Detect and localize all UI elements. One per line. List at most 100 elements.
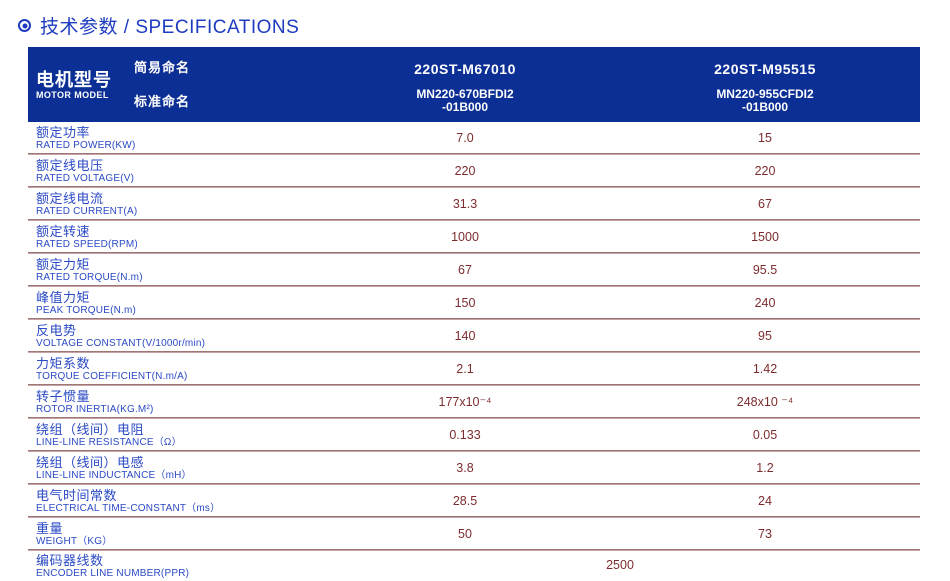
row-label-cn: 额定功率 [36,125,91,140]
row-value-col1: 177x10⁻⁴ [438,395,492,409]
motor-model-label-en: MOTOR MODEL [36,89,109,100]
row-label: 额定线电流 RATED CURRENT(A) [28,188,320,221]
row-value-span: 2500 [606,558,634,572]
row-label-cn: 编码器线数 [36,552,104,568]
table-row: 额定线电压 RATED VOLTAGE(V) 220 220 [28,155,920,188]
row-label: 电气时间常数 ELECTRICAL TIME-CONSTANT（ms） [28,485,320,518]
row-value-col1: 31.3 [452,196,478,211]
table-row: 重量 WEIGHT（KG） 50 73 [28,518,920,551]
row-label-cn: 力矩系数 [36,356,91,371]
row-label-en: VOLTAGE CONSTANT(V/1000r/min) [36,338,206,349]
row-value-col2: 0.05 [752,427,778,442]
table-row: 绕组（线间）电阻 LINE-LINE RESISTANCE（Ω） 0.133 0… [28,419,920,452]
row-label-cn: 绕组（线间）电阻 [36,422,145,437]
circle-dot-icon [18,19,31,32]
table-row: 反电势 VOLTAGE CONSTANT(V/1000r/min) 140 95 [28,320,920,353]
table-row: 力矩系数 TORQUE COEFFICIENT(N.m/A) 2.1 1.42 [28,353,920,386]
row-label: 绕组（线间）电阻 LINE-LINE RESISTANCE（Ω） [28,419,320,452]
row-label: 力矩系数 TORQUE COEFFICIENT(N.m/A) [28,353,320,386]
specifications-table: 电机型号 MOTOR MODEL 简易命名 标准命名 220ST-M67010 … [28,47,920,581]
motor-model-label: 电机型号 MOTOR MODEL [28,47,116,122]
page-title: 技术参数 / SPECIFICATIONS [18,12,299,39]
standard-name-label: 标准命名 [134,94,191,109]
simple-name-label: 简易命名 [134,60,191,75]
row-value-col2: 95.5 [752,262,778,277]
row-label: 反电势 VOLTAGE CONSTANT(V/1000r/min) [28,320,320,353]
row-value-col1: 150 [454,295,476,310]
row-value-col1: 7.0 [456,130,474,145]
row-value-col1: 2.1 [456,361,474,376]
row-label-en: RATED VOLTAGE(V) [36,173,135,184]
row-label: 绕组（线间）电感 LINE-LINE INDUCTANCE（mH） [28,452,320,485]
row-label: 额定功率 RATED POWER(KW) [28,122,320,155]
row-value-col1: 140 [454,328,476,343]
row-label-en: WEIGHT（KG） [36,536,113,547]
column1-simple-name: 220ST-M67010 [414,60,516,77]
row-label-cn: 峰值力矩 [36,290,91,305]
row-value-col1: 67 [458,262,472,277]
row-value-col2: 1.42 [752,361,778,376]
column1-standard-name: MN220-670BFDI2 -01B000 [320,84,610,122]
table-body: 额定功率 RATED POWER(KW) 7.0 15 额定线电压 RATED … [28,122,920,581]
table-row: 转子惯量 ROTOR INERTIA(KG.M²) 177x10⁻⁴ 248x1… [28,386,920,419]
naming-labels: 简易命名 标准命名 [116,47,320,122]
row-label-cn: 额定转速 [36,224,91,239]
column2-simple-name: 220ST-M95515 [714,60,816,77]
row-label-en: ENCODER LINE NUMBER(PPR) [36,567,190,579]
row-value-col1: 1000 [451,229,479,244]
row-value-col1: 0.133 [449,427,481,442]
row-value-col1: 50 [458,526,472,541]
row-label: 峰值力矩 PEAK TORQUE(N.m) [28,287,320,320]
table-row: 额定力矩 RATED TORQUE(N.m) 67 95.5 [28,254,920,287]
row-value-col2: 95 [758,328,772,343]
column2-standard-name-line2: -01B000 [741,100,789,114]
row-label-en: RATED CURRENT(A) [36,206,138,217]
row-label-en: RATED SPEED(RPM) [36,239,138,250]
row-value-col2: 24 [758,493,772,508]
row-label-cn: 重量 [36,521,64,536]
row-label-cn: 反电势 [36,323,77,338]
page-title-text: 技术参数 / SPECIFICATIONS [40,17,300,38]
column2-standard-name: MN220-955CFDI2 -01B000 [610,84,920,122]
row-label-cn: 绕组（线间）电感 [36,455,145,470]
row-label-en: LINE-LINE INDUCTANCE（mH） [36,470,192,481]
row-value-col2: 240 [754,295,776,310]
row-value-col1: 3.8 [456,460,474,475]
table-row: 峰值力矩 PEAK TORQUE(N.m) 150 240 [28,287,920,320]
row-label-cn: 额定线电流 [36,191,104,206]
row-label-cn: 额定线电压 [36,158,104,173]
row-label: 额定力矩 RATED TORQUE(N.m) [28,254,320,287]
row-label: 重量 WEIGHT（KG） [28,518,320,551]
motor-model-label-cn: 电机型号 [36,69,112,90]
table-row: 额定转速 RATED SPEED(RPM) 1000 1500 [28,221,920,254]
row-value-col2: 67 [758,196,772,211]
row-label: 额定线电压 RATED VOLTAGE(V) [28,155,320,188]
motor-model-header-cell: 电机型号 MOTOR MODEL 简易命名 标准命名 [28,47,320,122]
table-row: 额定功率 RATED POWER(KW) 7.0 15 [28,122,920,155]
column2-standard-name-line1: MN220-955CFDI2 [716,87,814,101]
row-value-col1: 220 [454,163,476,178]
row-value-col2: 248x10 ⁻⁴ [736,395,794,409]
row-label: 额定转速 RATED SPEED(RPM) [28,221,320,254]
row-label: 转子惯量 ROTOR INERTIA(KG.M²) [28,386,320,419]
row-value-col2: 1.2 [756,460,774,475]
table-row: 额定线电流 RATED CURRENT(A) 31.3 67 [28,188,920,221]
row-value-col2: 15 [758,130,772,145]
row-label-en: ELECTRICAL TIME-CONSTANT（ms） [36,503,221,514]
row-label-cn: 转子惯量 [36,389,91,404]
row-value-col2: 1500 [751,229,779,244]
row-label-en: PEAK TORQUE(N.m) [36,305,137,316]
table-row: 绕组（线间）电感 LINE-LINE INDUCTANCE（mH） 3.8 1.… [28,452,920,485]
column1-standard-name-line2: -01B000 [441,100,489,114]
row-label-en: RATED TORQUE(N.m) [36,272,143,283]
row-value-col1: 28.5 [452,493,478,508]
row-label-en: RATED POWER(KW) [36,140,136,151]
row-label-en: TORQUE COEFFICIENT(N.m/A) [36,371,188,382]
table-header: 电机型号 MOTOR MODEL 简易命名 标准命名 220ST-M67010 … [28,47,920,122]
row-label-en: ROTOR INERTIA(KG.M²) [36,404,154,415]
column1-standard-name-line1: MN220-670BFDI2 [416,87,514,101]
row-label-cn: 额定力矩 [36,257,91,272]
row-label-en: LINE-LINE RESISTANCE（Ω） [36,437,182,448]
row-value-col2: 220 [754,163,776,178]
